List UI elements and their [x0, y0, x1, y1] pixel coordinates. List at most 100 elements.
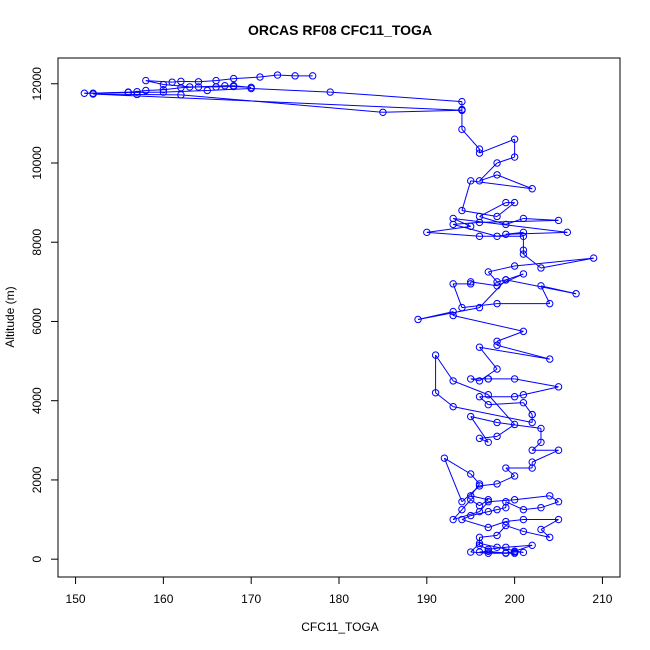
- data-point: [449, 280, 457, 288]
- data-point: [467, 511, 475, 520]
- data-point: [475, 482, 484, 490]
- data-point: [475, 539, 484, 548]
- series-line-segment: [453, 221, 480, 225]
- series-line-segment: [417, 311, 454, 320]
- data-point: [89, 90, 97, 98]
- series-line-segment: [470, 416, 498, 423]
- data-point: [519, 391, 528, 399]
- series-line-segment: [461, 303, 498, 309]
- data-point: [475, 434, 484, 443]
- series-line-segment: [479, 162, 498, 182]
- data-point: [493, 505, 501, 514]
- data-point: [475, 507, 484, 516]
- data-point: [502, 503, 510, 512]
- series-line-segment: [496, 330, 524, 342]
- data-point: [467, 177, 475, 185]
- series-line-segment: [461, 515, 471, 521]
- series-line-segment: [426, 231, 480, 237]
- series-line-segment: [479, 346, 550, 360]
- data-point: [326, 88, 334, 96]
- data-point: [449, 377, 457, 385]
- series-line-segment: [479, 215, 506, 225]
- data-point: [256, 73, 264, 81]
- x-tick-label: 190: [417, 592, 437, 606]
- data-point: [493, 337, 501, 345]
- data-point: [537, 264, 545, 272]
- series-line-segment: [505, 544, 533, 548]
- data-point: [510, 420, 519, 429]
- data-point: [484, 523, 492, 532]
- series-line-segment: [461, 519, 489, 528]
- data-point: [475, 218, 484, 227]
- y-axis-label: Altitude (m): [3, 286, 17, 347]
- series-line-segment: [426, 225, 471, 233]
- series-line-segment: [505, 231, 568, 235]
- series-line-segment: [163, 89, 208, 93]
- data-point: [484, 438, 492, 446]
- data-point: [546, 533, 554, 542]
- data-point: [467, 222, 475, 231]
- data-point: [519, 515, 528, 524]
- data-point: [493, 543, 501, 551]
- data-point: [168, 78, 176, 86]
- series-line-segment: [251, 88, 331, 93]
- data-point: [475, 377, 484, 385]
- data-point: [273, 71, 282, 79]
- data-point: [537, 282, 545, 290]
- y-tick-label: 8000: [30, 229, 44, 256]
- data-point: [458, 106, 466, 114]
- data-point: [414, 315, 422, 324]
- data-point: [203, 86, 211, 95]
- series-line-segment: [505, 279, 577, 295]
- data-point: [493, 365, 501, 373]
- data-point: [221, 82, 229, 90]
- series-line-segment: [505, 551, 515, 554]
- series-line-segment: [470, 542, 480, 553]
- data-point: [449, 307, 457, 316]
- series-line-segment: [479, 279, 507, 308]
- data-point: [124, 88, 132, 97]
- data-point: [458, 125, 466, 134]
- x-tick-label: 170: [241, 592, 261, 606]
- data-point: [431, 389, 440, 397]
- y-tick-label: 6000: [30, 308, 44, 335]
- data-point: [475, 303, 484, 312]
- data-point: [537, 424, 545, 433]
- data-point: [502, 220, 510, 229]
- data-point: [510, 375, 519, 383]
- series-line-segment: [496, 174, 533, 190]
- data-point: [440, 454, 449, 462]
- data-point: [194, 83, 203, 91]
- data-point: [554, 383, 563, 391]
- series-line-segment: [488, 509, 498, 513]
- data-point: [475, 393, 484, 401]
- data-point: [519, 232, 528, 240]
- data-point: [458, 498, 466, 506]
- x-tick-label: 160: [153, 592, 173, 606]
- series-line-segment: [163, 84, 190, 88]
- series-line-segment: [531, 441, 542, 451]
- data-point: [519, 398, 528, 407]
- series-line-segment: [452, 509, 463, 520]
- data-point: [510, 549, 519, 557]
- data-point: [467, 496, 475, 504]
- data-point: [493, 480, 501, 488]
- data-point: [528, 418, 536, 427]
- series-line-segment: [470, 483, 480, 497]
- series-line-segment: [540, 257, 594, 269]
- data-point: [449, 515, 457, 524]
- data-point: [186, 83, 194, 91]
- series-line-segment: [479, 346, 498, 370]
- series-line-segment: [488, 265, 515, 273]
- data-point: [510, 393, 519, 401]
- data-point: [467, 278, 475, 286]
- data-point: [519, 527, 528, 536]
- x-tick-label: 200: [505, 592, 525, 606]
- data-point: [458, 97, 466, 106]
- series-line-segment: [461, 180, 472, 211]
- data-point: [475, 145, 484, 153]
- data-point: [537, 525, 545, 534]
- series-line-segment: [233, 76, 260, 80]
- data-point: [475, 149, 484, 157]
- x-tick-label: 150: [66, 592, 86, 606]
